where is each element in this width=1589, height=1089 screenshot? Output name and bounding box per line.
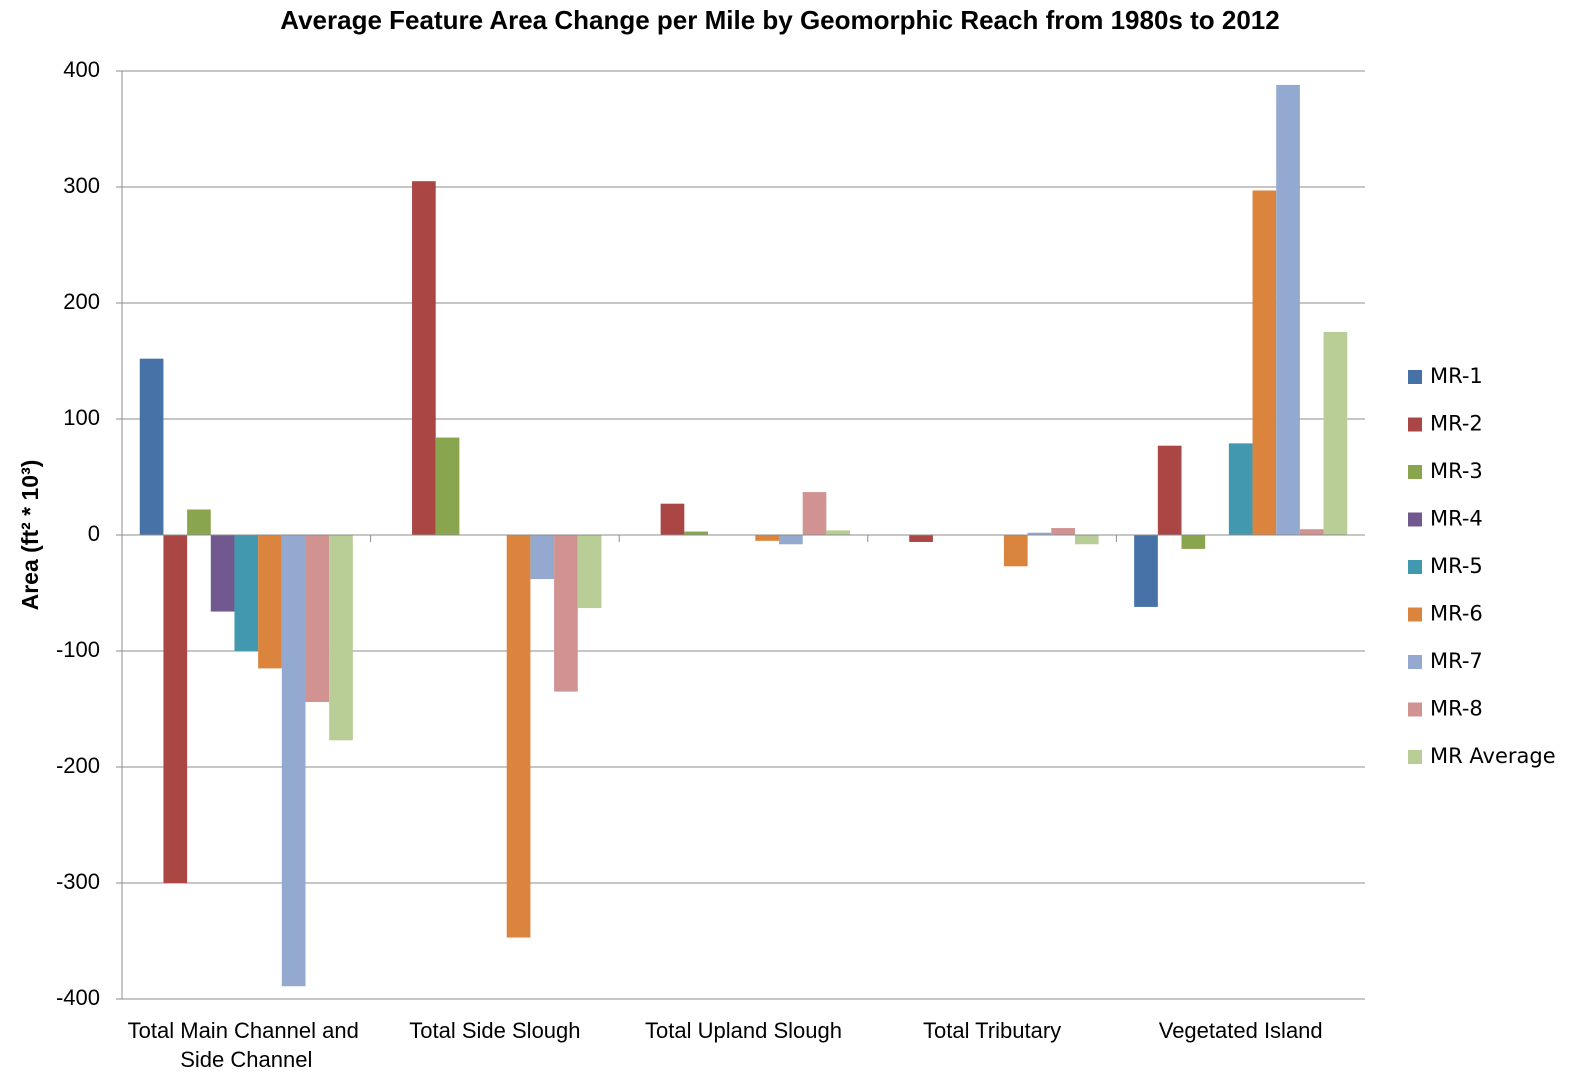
bar xyxy=(1157,445,1182,535)
bar xyxy=(577,535,602,609)
y-tick-label: 200 xyxy=(63,289,100,314)
bar xyxy=(234,535,259,651)
bar xyxy=(1276,84,1300,536)
bar xyxy=(779,535,803,545)
bar xyxy=(1003,535,1028,567)
legend-label: MR-5 xyxy=(1430,554,1483,578)
bar xyxy=(187,509,211,535)
bar xyxy=(554,535,578,692)
bar xyxy=(1323,332,1348,535)
legend-label: MR-7 xyxy=(1430,649,1483,673)
bar xyxy=(684,531,708,535)
bar xyxy=(1051,528,1075,535)
legend-swatch xyxy=(1408,607,1422,622)
y-axis-title: Area (ft² * 10³) xyxy=(17,460,43,611)
legend-label: MR-2 xyxy=(1430,412,1483,436)
bar xyxy=(412,181,436,535)
bar xyxy=(329,535,353,741)
x-tick-label: Total Upland Slough xyxy=(645,1018,842,1043)
bar xyxy=(258,535,282,669)
y-tick-label: -300 xyxy=(56,869,100,894)
y-tick-label: -400 xyxy=(56,985,100,1010)
x-tick-label: Total Side Slough xyxy=(409,1018,580,1043)
x-tick-label: Total Tributary xyxy=(923,1018,1061,1043)
bar xyxy=(1299,529,1324,535)
legend-swatch xyxy=(1408,512,1422,527)
legend-swatch xyxy=(1408,655,1422,669)
bar xyxy=(139,358,164,535)
y-tick-label: 400 xyxy=(63,57,100,82)
y-tick-label: -100 xyxy=(56,637,100,662)
legend-label: MR-1 xyxy=(1430,364,1483,388)
x-tick-label: Vegetated Island xyxy=(1159,1018,1323,1043)
legend-label: MR-4 xyxy=(1430,507,1483,531)
legend-swatch xyxy=(1408,750,1422,764)
legend-swatch xyxy=(1408,465,1422,479)
x-tick-label: Total Main Channel and Side Channel xyxy=(128,1018,365,1072)
bar xyxy=(1228,443,1253,535)
bar xyxy=(1181,535,1206,549)
bar xyxy=(305,535,330,703)
legend-swatch xyxy=(1408,417,1422,432)
bar xyxy=(530,535,555,580)
legend-swatch xyxy=(1408,702,1422,717)
bar xyxy=(506,535,531,938)
legend-swatch xyxy=(1408,560,1422,574)
bar xyxy=(1074,535,1099,545)
legend-label: MR-6 xyxy=(1430,602,1483,626)
y-tick-label: -200 xyxy=(56,753,100,778)
bar xyxy=(802,492,827,535)
y-tick-label: 100 xyxy=(63,405,100,430)
y-tick-label: 0 xyxy=(88,521,100,546)
bar xyxy=(435,437,460,535)
bar xyxy=(1027,532,1052,535)
bar xyxy=(163,535,188,883)
bar xyxy=(660,503,685,535)
bar xyxy=(1134,535,1158,607)
bar xyxy=(909,535,933,542)
bar xyxy=(281,535,306,987)
legend-label: MR Average xyxy=(1430,744,1556,768)
legend-label: MR-8 xyxy=(1430,697,1483,721)
bar xyxy=(755,535,780,541)
bar xyxy=(210,535,235,612)
chart-title: Average Feature Area Change per Mile by … xyxy=(280,5,1279,35)
legend-swatch xyxy=(1408,370,1422,384)
bar xyxy=(1252,190,1277,536)
y-tick-label: 300 xyxy=(63,173,100,198)
bar xyxy=(826,530,851,535)
legend-label: MR-3 xyxy=(1430,459,1483,483)
